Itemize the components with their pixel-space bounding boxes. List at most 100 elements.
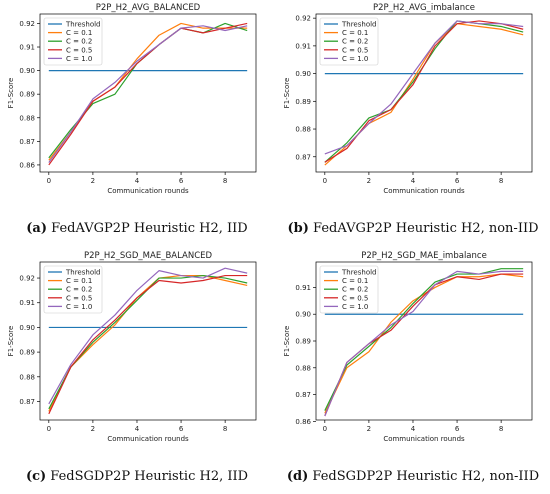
series-line-c-0-2	[324, 268, 524, 411]
y-axis-label: F1-Score	[283, 326, 291, 357]
x-tick-label: 6	[455, 177, 460, 185]
plot-frame	[39, 261, 257, 421]
subfigure-caption: (a) FedAVGP2P Heuristic H2, IID	[26, 221, 247, 236]
legend-label: C = 0.2	[66, 286, 92, 294]
legend-box	[43, 17, 103, 66]
plot-frame	[315, 13, 533, 173]
legend-label: C = 0.2	[342, 38, 368, 46]
y-tick-label: 0.92	[19, 275, 35, 283]
legend-box	[319, 17, 379, 66]
legend-label: C = 0.2	[66, 38, 92, 46]
y-tick-label: 0.92	[295, 15, 311, 23]
y-tick-label: 0.90	[295, 311, 311, 319]
y-tick-label: 0.89	[295, 338, 311, 346]
legend-label: C = 0.2	[342, 286, 368, 294]
y-tick-label: 0.87	[19, 398, 35, 406]
y-tick-label: 0.87	[295, 153, 311, 161]
caption-tag: (d)	[287, 469, 308, 484]
y-tick-label: 0.88	[295, 126, 311, 134]
series-line-c-1-0	[48, 267, 248, 405]
y-axis-label: F1-Score	[283, 78, 291, 109]
y-tick-label: 0.90	[19, 324, 35, 332]
y-axis-label: F1-Score	[7, 326, 15, 357]
subfigure-caption: (b) FedAVGP2P Heuristic H2, non-IID	[287, 221, 538, 236]
caption-tag: (a)	[26, 221, 47, 236]
y-tick-label: 0.89	[19, 349, 35, 357]
chart-c: P2P_H2_SGD_MAE_BALANCED 0 2 4 6 8 0.87 0.88 0.89…	[7, 251, 257, 484]
legend-label: Threshold	[65, 21, 101, 29]
y-tick-label: 0.90	[295, 70, 311, 78]
y-tick-label: 0.91	[19, 44, 35, 52]
x-tick-label: 0	[47, 177, 51, 185]
y-tick-label: 0.92	[19, 20, 35, 28]
legend-label: Threshold	[341, 21, 377, 29]
plot-frame	[39, 13, 257, 173]
x-tick-label: 4	[135, 425, 140, 433]
x-tick-label: 0	[323, 177, 327, 185]
y-tick-label: 0.86	[19, 161, 35, 169]
chart-panel-b: P2P_H2_AVG_imbalance 0 2 4 6 8 0.87 0.88 0.89 0.9…	[278, 0, 548, 245]
x-tick-label: 6	[455, 425, 460, 433]
chart-panel-d: P2P_H2_SGD_MAE_imbalance 0 2 4 6 8 0.86 0.87 0.8…	[278, 248, 548, 493]
legend-label: Threshold	[341, 269, 377, 277]
legend-label: C = 1.0	[342, 303, 368, 311]
caption-text: FedSGDP2P Heuristic H2, non-IID	[308, 469, 539, 484]
subfigure-caption: (d) FedSGDP2P Heuristic H2, non-IID	[287, 469, 539, 484]
legend-label: C = 0.1	[66, 29, 92, 37]
x-tick-label: 6	[179, 177, 184, 185]
x-tick-label: 2	[91, 177, 95, 185]
legend-label: C = 1.0	[66, 303, 92, 311]
legend-label: C = 0.1	[66, 277, 92, 285]
chart-panel-c: P2P_H2_SGD_MAE_BALANCED 0 2 4 6 8 0.87 0.88 0.89…	[2, 248, 272, 493]
caption-tag: (c)	[26, 469, 46, 484]
caption-text: FedSGDP2P Heuristic H2, IID	[46, 469, 248, 484]
y-tick-label: 0.88	[295, 364, 311, 372]
y-tick-label: 0.88	[19, 373, 35, 381]
x-tick-label: 8	[499, 177, 503, 185]
caption-text: FedAVGP2P Heuristic H2, IID	[47, 221, 248, 236]
series-line-c-1-0	[324, 270, 524, 417]
x-axis-label: Communication rounds	[383, 435, 465, 443]
x-tick-label: 2	[367, 177, 371, 185]
legend-label: C = 0.5	[342, 46, 368, 54]
legend-label: C = 0.5	[66, 46, 92, 54]
x-tick-label: 6	[179, 425, 184, 433]
chart-title: P2P_H2_AVG_imbalance	[373, 3, 475, 13]
y-tick-label: 0.91	[19, 299, 35, 307]
x-tick-label: 4	[411, 425, 416, 433]
legend-label: C = 0.5	[342, 294, 368, 302]
legend-label: Threshold	[65, 269, 101, 277]
chart-b: P2P_H2_AVG_imbalance 0 2 4 6 8 0.87 0.88 0.89 0.9…	[283, 3, 539, 236]
y-axis-label: F1-Score	[7, 78, 15, 109]
chart-a: P2P_H2_AVG_BALANCED 0 2 4 6 8 0.86 0.87 0.88 0.89…	[7, 3, 257, 236]
legend-label: C = 0.5	[66, 294, 92, 302]
chart-title: P2P_H2_SGD_MAE_imbalance	[361, 251, 487, 261]
y-tick-label: 0.87	[295, 391, 311, 399]
y-tick-label: 0.89	[295, 98, 311, 106]
y-tick-label: 0.90	[19, 67, 35, 75]
legend-label: C = 1.0	[66, 55, 92, 63]
legend-label: C = 0.1	[342, 29, 368, 37]
series-line-c-0-5	[48, 274, 248, 415]
caption-tag: (b)	[287, 221, 308, 236]
legend-box	[43, 265, 103, 314]
y-tick-label: 0.91	[295, 42, 311, 50]
chart-title: P2P_H2_SGD_MAE_BALANCED	[84, 251, 213, 261]
y-tick-label: 0.91	[295, 284, 311, 292]
legend-box	[319, 265, 379, 314]
x-axis-label: Communication rounds	[383, 187, 465, 195]
series-line-c-1-0	[48, 25, 248, 163]
legend-label: C = 0.1	[342, 277, 368, 285]
chart-title: P2P_H2_AVG_BALANCED	[96, 3, 201, 13]
x-tick-label: 8	[499, 425, 503, 433]
x-tick-label: 4	[135, 177, 140, 185]
y-tick-label: 0.88	[19, 114, 35, 122]
chart-panel-a: P2P_H2_AVG_BALANCED 0 2 4 6 8 0.86 0.87 0.88 0.89…	[2, 0, 272, 245]
x-tick-label: 0	[323, 425, 327, 433]
chart-d: P2P_H2_SGD_MAE_imbalance 0 2 4 6 8 0.86 0.87 0.8…	[283, 251, 539, 484]
x-axis-label: Communication rounds	[107, 187, 189, 195]
x-tick-label: 2	[91, 425, 95, 433]
series-line-c-1-0	[324, 20, 524, 155]
legend-label: C = 1.0	[342, 55, 368, 63]
y-tick-label: 0.89	[19, 91, 35, 99]
